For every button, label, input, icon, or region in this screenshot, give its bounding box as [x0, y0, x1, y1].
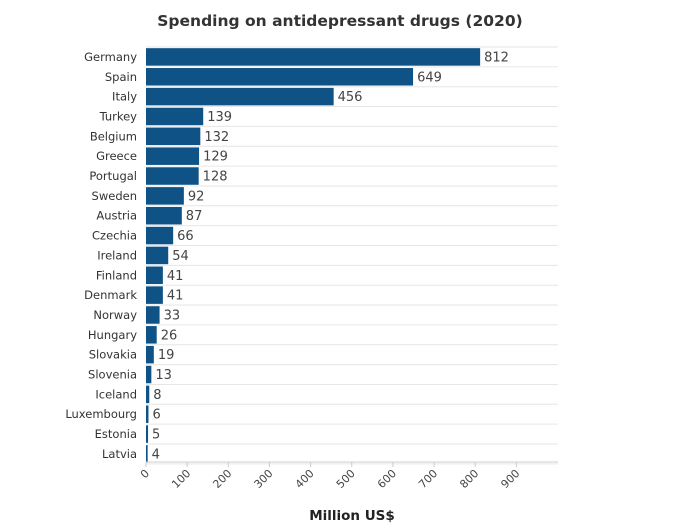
bar [146, 107, 204, 126]
data-label: 13 [155, 368, 172, 383]
data-label: 6 [152, 408, 160, 423]
category-label: Belgium [90, 129, 137, 143]
data-label: 128 [203, 170, 228, 185]
category-label: Denmark [84, 288, 137, 302]
data-label: 54 [172, 249, 189, 264]
data-label: 66 [177, 229, 194, 244]
category-label: Sweden [92, 189, 137, 203]
data-label: 132 [204, 130, 229, 145]
category-labels: Germany Spain Italy Turkey Belgium Greece Port… [65, 50, 137, 461]
data-label: 129 [203, 150, 228, 165]
category-label: Slovakia [89, 348, 137, 362]
data-label: 19 [158, 348, 175, 363]
bar [146, 87, 334, 106]
data-label: 139 [207, 110, 232, 125]
x-tick-label: 900 [498, 467, 522, 491]
data-label: 456 [338, 90, 363, 105]
bar [146, 405, 149, 423]
category-label: Latvia [102, 447, 137, 461]
bars [146, 48, 481, 463]
bar [146, 425, 149, 443]
category-label: Turkey [99, 109, 138, 123]
x-tick-label: 300 [252, 467, 276, 491]
x-tick-label: 400 [293, 467, 317, 491]
data-label: 4 [152, 447, 160, 462]
data-label: 812 [484, 50, 509, 65]
x-tick-label: 200 [210, 467, 234, 491]
category-label: Estonia [95, 427, 137, 441]
bar [146, 326, 157, 344]
bar [146, 246, 169, 265]
category-label: Norway [93, 308, 137, 322]
x-tick-label: 600 [375, 467, 399, 491]
x-tick-label: 500 [334, 467, 358, 491]
data-label: 92 [188, 189, 205, 204]
data-label: 26 [161, 328, 178, 343]
bar [146, 68, 414, 86]
category-label: Ireland [97, 248, 137, 262]
category-label: Czechia [92, 229, 137, 243]
x-tick-label: 800 [457, 467, 481, 491]
data-label: 5 [152, 428, 160, 443]
bar [146, 48, 481, 66]
data-label: 33 [164, 308, 181, 323]
category-label: Spain [105, 70, 137, 84]
value-labels: 8126494561391321291289287665441413326191… [152, 50, 509, 462]
bar [146, 266, 163, 285]
data-label: 41 [167, 289, 184, 304]
chart-title: Spending on antidepressant drugs (2020) [157, 12, 523, 30]
data-label: 649 [417, 70, 442, 85]
category-label: Austria [96, 209, 137, 223]
bar [146, 365, 152, 384]
bar [146, 445, 148, 463]
category-label: Greece [96, 149, 137, 163]
bar [146, 226, 174, 245]
data-label: 41 [167, 269, 184, 284]
bar [146, 147, 200, 165]
x-tick-label: 100 [169, 467, 193, 491]
x-tick-label: 700 [416, 467, 440, 491]
bar [146, 206, 182, 225]
category-label: Portugal [89, 169, 137, 183]
category-label: Hungary [88, 328, 137, 342]
data-label: 8 [153, 388, 161, 403]
bar [146, 306, 160, 324]
category-label: Italy [112, 90, 137, 104]
bar [146, 385, 150, 404]
gridlines [146, 46, 558, 465]
category-label: Luxembourg [65, 407, 137, 421]
x-axis-title: Million US$ [309, 508, 395, 524]
x-axis: 0 100 200 300 400 500 600 700 800 900 [138, 461, 558, 491]
category-label: Finland [96, 268, 137, 282]
category-label: Slovenia [88, 368, 137, 382]
bar [146, 127, 201, 146]
bar [146, 187, 184, 205]
bar [146, 167, 199, 185]
category-label: Germany [84, 50, 137, 64]
bar [146, 286, 163, 304]
x-tick-label: 0 [138, 467, 152, 481]
bar [146, 345, 154, 364]
data-label: 87 [186, 209, 203, 224]
category-label: Iceland [95, 387, 137, 401]
